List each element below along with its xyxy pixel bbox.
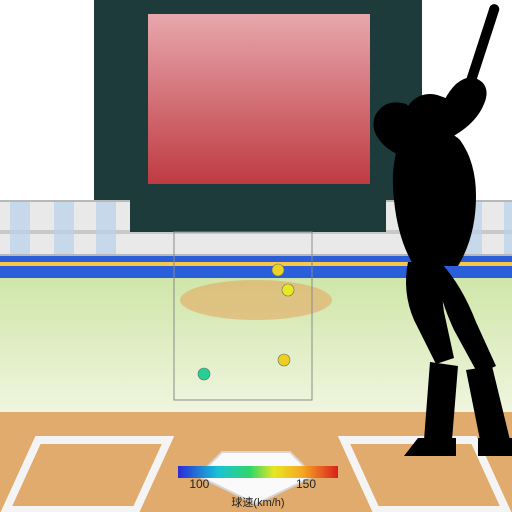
stand-pillar — [96, 202, 116, 254]
pitchers-mound — [180, 280, 332, 320]
stand-pillar — [504, 202, 512, 254]
legend-tick: 150 — [296, 477, 316, 491]
legend-label: 球速(km/h) — [231, 495, 284, 509]
legend-tick: 100 — [189, 477, 209, 491]
scoreboard-base — [130, 200, 386, 232]
stand-pillar — [54, 202, 74, 254]
pitch-marker — [282, 284, 294, 296]
pitch-marker — [198, 368, 210, 380]
scoreboard-screen — [148, 14, 370, 184]
stand-pillar — [10, 202, 30, 254]
pitch-marker — [272, 264, 284, 276]
pitch-marker — [278, 354, 290, 366]
